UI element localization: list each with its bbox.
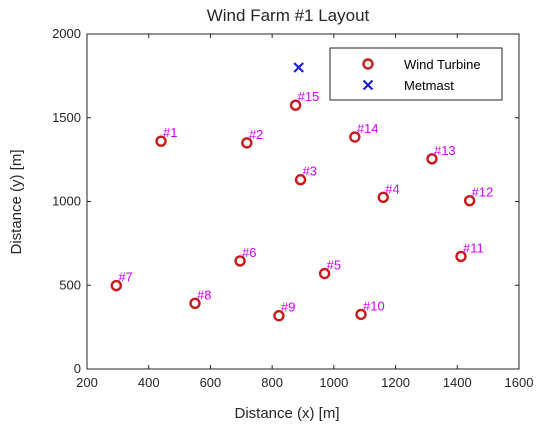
x-tick-label: 800 <box>261 375 283 390</box>
turbine-label: #6 <box>242 245 256 260</box>
turbine-marker <box>463 194 476 207</box>
turbine-marker <box>318 267 331 280</box>
metmast-marker <box>293 62 304 73</box>
x-tick-label: 1600 <box>505 375 534 390</box>
turbine-label: #15 <box>298 89 320 104</box>
turbine-marker <box>289 99 302 111</box>
x-axis-label: Distance (x) [m] <box>234 405 339 422</box>
chart-title: Wind Farm #1 Layout <box>207 6 370 25</box>
turbine-label: #14 <box>357 121 379 136</box>
x-tick-label: 600 <box>200 375 222 390</box>
turbine-label: #4 <box>385 181 399 196</box>
turbine-marker <box>355 308 367 321</box>
legend-entry-label: Wind Turbine <box>404 57 481 72</box>
turbine-label: #12 <box>472 185 494 200</box>
turbine-marker <box>426 153 438 165</box>
turbine-marker <box>110 279 123 292</box>
turbine-label: #9 <box>281 300 295 315</box>
turbine-label: #5 <box>327 258 341 273</box>
x-tick-label: 400 <box>138 375 160 390</box>
turbine-marker <box>189 297 201 310</box>
turbine-label: #7 <box>118 270 132 285</box>
legend-entry-label: Metmast <box>404 78 454 93</box>
x-tick-label: 1200 <box>381 375 410 390</box>
turbine-label: #2 <box>249 127 263 142</box>
turbine-marker <box>234 255 246 267</box>
turbine-marker <box>241 137 253 149</box>
legend-metmast-marker <box>362 79 374 91</box>
turbine-marker <box>294 174 307 186</box>
turbine-label: #10 <box>363 298 385 313</box>
y-tick-label: 2000 <box>52 26 81 41</box>
turbine-marker <box>155 135 167 147</box>
y-tick-label: 500 <box>59 277 81 292</box>
y-axis-label: Distance (y) [m] <box>8 149 25 254</box>
legend-turbine-marker <box>362 58 374 70</box>
turbine-label: #11 <box>463 240 484 255</box>
turbine-label: #3 <box>303 164 317 179</box>
y-tick-label: 1500 <box>52 110 81 125</box>
turbine-marker <box>455 250 467 263</box>
legend: Wind Turbine Metmast <box>329 47 503 101</box>
x-tick-label: 200 <box>76 375 98 390</box>
turbine-marker <box>349 131 361 143</box>
x-tick-label: 1000 <box>319 375 348 390</box>
turbine-marker <box>273 310 285 322</box>
turbine-label: #13 <box>434 143 456 158</box>
turbine-label: #8 <box>197 287 211 302</box>
legend-metmast-marker-stroke <box>362 79 374 91</box>
metmast-marker-stroke <box>293 62 304 73</box>
legend-box <box>329 47 503 101</box>
y-tick-label: 1000 <box>52 194 81 209</box>
turbine-label: #1 <box>163 125 177 140</box>
y-tick-label: 0 <box>74 361 81 376</box>
turbine-marker <box>377 191 389 204</box>
x-tick-label: 1400 <box>443 375 472 390</box>
